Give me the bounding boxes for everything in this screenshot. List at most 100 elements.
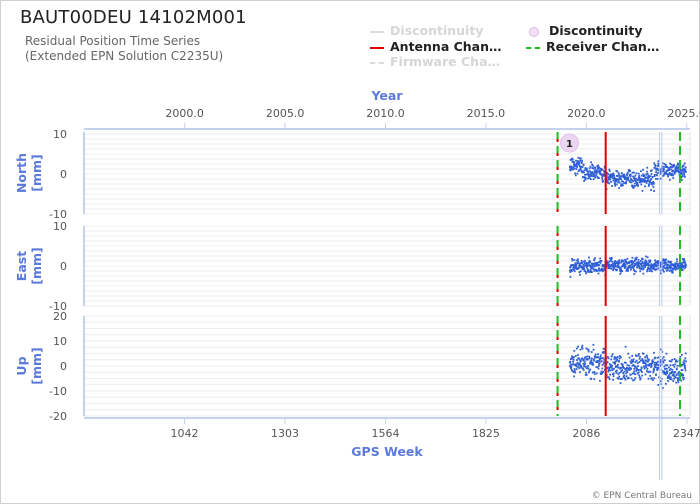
data-point bbox=[607, 357, 610, 360]
data-point bbox=[610, 267, 613, 270]
data-point bbox=[587, 170, 590, 173]
data-point bbox=[624, 345, 627, 348]
data-point bbox=[591, 357, 593, 360]
legend-item-discontinuity-marker[interactable]: Discontinuity bbox=[526, 23, 642, 38]
data-point bbox=[582, 367, 584, 370]
data-point bbox=[601, 364, 604, 366]
data-point bbox=[579, 371, 581, 374]
data-point bbox=[684, 262, 687, 265]
data-point bbox=[641, 262, 644, 265]
data-point bbox=[633, 379, 636, 381]
data-point bbox=[589, 165, 592, 168]
data-point bbox=[684, 175, 686, 178]
data-point bbox=[644, 261, 646, 263]
chart-subtitle-line2: (Extended EPN Solution C2235U) bbox=[25, 49, 224, 63]
data-point bbox=[620, 366, 623, 369]
data-point bbox=[591, 172, 594, 175]
data-point bbox=[630, 367, 632, 370]
data-point bbox=[588, 357, 591, 360]
data-point bbox=[576, 361, 579, 364]
data-point bbox=[575, 363, 578, 366]
data-point bbox=[600, 373, 602, 376]
data-point bbox=[627, 377, 630, 379]
copyright-notice: © EPN Central Bureau bbox=[591, 491, 692, 501]
data-point bbox=[650, 266, 653, 268]
data-point bbox=[602, 357, 604, 360]
data-point bbox=[591, 167, 594, 169]
data-point bbox=[645, 260, 648, 263]
data-point bbox=[650, 169, 653, 172]
data-point bbox=[661, 167, 664, 170]
data-point bbox=[667, 261, 670, 263]
data-point bbox=[617, 366, 620, 369]
data-point bbox=[588, 170, 591, 173]
data-point bbox=[595, 270, 598, 273]
data-point bbox=[634, 367, 636, 370]
data-point bbox=[632, 360, 635, 363]
data-point bbox=[613, 358, 616, 360]
data-point bbox=[645, 255, 648, 258]
data-point bbox=[654, 167, 657, 170]
data-point bbox=[578, 262, 581, 265]
data-point bbox=[609, 174, 612, 177]
data-point bbox=[663, 264, 666, 267]
data-point bbox=[651, 359, 654, 362]
data-point bbox=[674, 371, 677, 374]
data-point bbox=[670, 168, 672, 171]
data-point bbox=[643, 262, 646, 265]
data-point bbox=[634, 179, 637, 182]
legend-item-discontinuity-line[interactable]: Discontinuity bbox=[370, 23, 483, 38]
data-point bbox=[583, 365, 585, 368]
data-point bbox=[650, 263, 653, 265]
data-point bbox=[642, 179, 645, 182]
data-point bbox=[592, 167, 595, 170]
data-point bbox=[646, 166, 649, 169]
data-point bbox=[659, 380, 662, 383]
legend-item-receiver-change[interactable]: Receiver Chan… bbox=[526, 39, 659, 54]
data-point bbox=[683, 267, 686, 270]
data-point bbox=[621, 377, 623, 380]
data-point bbox=[613, 262, 616, 265]
data-point bbox=[588, 355, 591, 358]
data-point bbox=[599, 354, 602, 357]
data-point bbox=[620, 178, 623, 181]
data-point bbox=[599, 262, 602, 264]
data-point bbox=[618, 173, 621, 176]
data-point bbox=[622, 367, 625, 369]
legend-item-antenna-change[interactable]: Antenna Chan… bbox=[370, 39, 502, 54]
data-point bbox=[647, 179, 649, 182]
data-point bbox=[680, 379, 683, 382]
data-point bbox=[668, 360, 671, 362]
data-point bbox=[585, 168, 588, 171]
data-point bbox=[662, 361, 665, 364]
data-point bbox=[618, 266, 621, 269]
data-point bbox=[646, 357, 649, 360]
data-point bbox=[659, 265, 662, 268]
legend-item-firmware-change[interactable]: Firmware Cha… bbox=[370, 54, 500, 69]
data-point bbox=[652, 369, 655, 372]
data-point bbox=[573, 266, 575, 268]
data-point bbox=[644, 259, 647, 262]
data-point bbox=[582, 359, 585, 362]
legend-swatch-solid bbox=[370, 30, 384, 33]
data-point bbox=[638, 361, 641, 363]
data-point bbox=[581, 344, 584, 347]
data-point bbox=[588, 259, 591, 262]
data-point bbox=[584, 356, 587, 359]
data-point bbox=[649, 264, 651, 267]
data-point bbox=[631, 171, 634, 174]
data-point bbox=[613, 267, 615, 270]
data-point bbox=[682, 266, 685, 269]
data-point bbox=[593, 359, 595, 362]
data-point bbox=[598, 261, 600, 264]
data-point bbox=[616, 268, 619, 271]
data-point bbox=[615, 180, 617, 183]
data-point bbox=[588, 261, 591, 264]
data-point bbox=[608, 170, 611, 172]
data-point bbox=[582, 358, 585, 361]
data-point bbox=[579, 159, 582, 162]
data-point bbox=[621, 184, 624, 187]
data-point bbox=[677, 379, 679, 382]
data-point bbox=[634, 257, 637, 260]
data-point bbox=[648, 364, 650, 367]
